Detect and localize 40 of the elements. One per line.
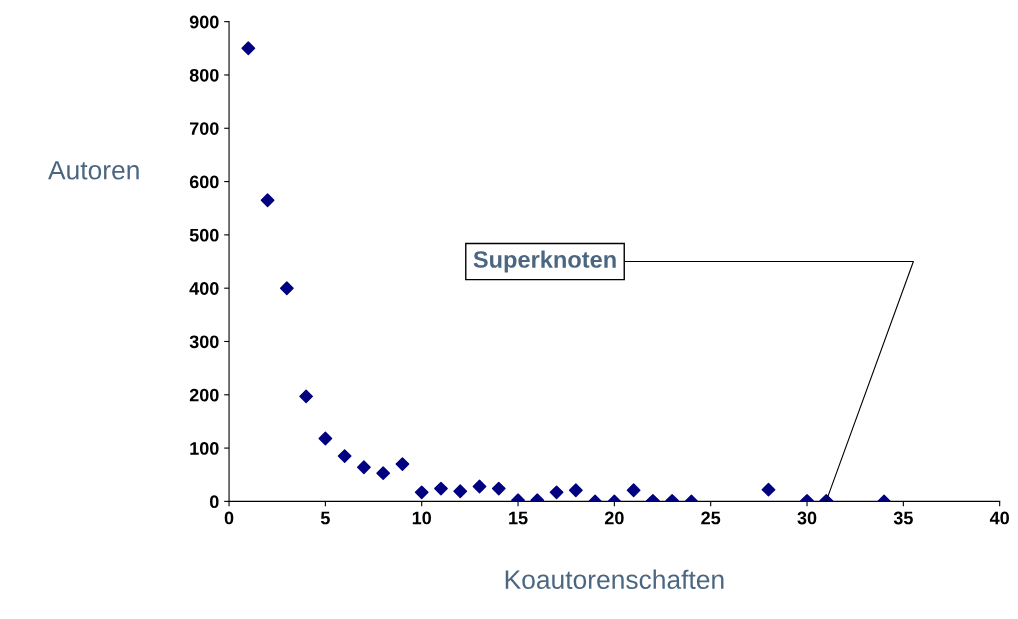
y-tick-label: 100 (190, 442, 219, 455)
point (260, 193, 275, 208)
x-tick-label: 30 (797, 511, 817, 525)
y-tick-label: 0 (210, 495, 219, 509)
y-tick-label: 200 (189, 388, 219, 402)
x-tick-label: 25 (701, 511, 721, 525)
point (434, 481, 448, 496)
y-tick-label: 900 (189, 15, 219, 29)
y-tick-label: 600 (189, 175, 219, 189)
x-axis-title: Koautorenschaften (505, 569, 724, 589)
x-tick-label: 20 (604, 511, 624, 525)
point (761, 482, 776, 497)
x-tick-label: 40 (989, 511, 1009, 525)
point (549, 485, 564, 500)
point (337, 449, 352, 463)
point (491, 481, 506, 496)
y-tick-label: 400 (189, 282, 219, 295)
y-tick-label: 500 (189, 228, 219, 242)
y-axis-title: Autoren (48, 161, 139, 180)
x-tick-label: 10 (412, 511, 432, 525)
point (453, 484, 468, 499)
point (357, 460, 371, 475)
point (376, 466, 391, 481)
point (472, 479, 487, 494)
x-tick-label: 5 (320, 511, 330, 525)
point (568, 483, 583, 498)
y-tick-label: 300 (189, 335, 219, 349)
point (241, 41, 256, 56)
y-tick-label: 800 (189, 68, 219, 82)
point (299, 389, 314, 404)
y-tick-label: 700 (189, 122, 219, 135)
annotation: Superknoten (473, 250, 616, 273)
x-tick-label: 0 (224, 511, 234, 525)
point (395, 457, 410, 471)
point (279, 281, 294, 296)
point (318, 431, 333, 446)
point (626, 483, 641, 498)
x-tick-label: 35 (893, 511, 913, 525)
point (414, 485, 429, 500)
x-tick-label: 15 (509, 511, 528, 525)
